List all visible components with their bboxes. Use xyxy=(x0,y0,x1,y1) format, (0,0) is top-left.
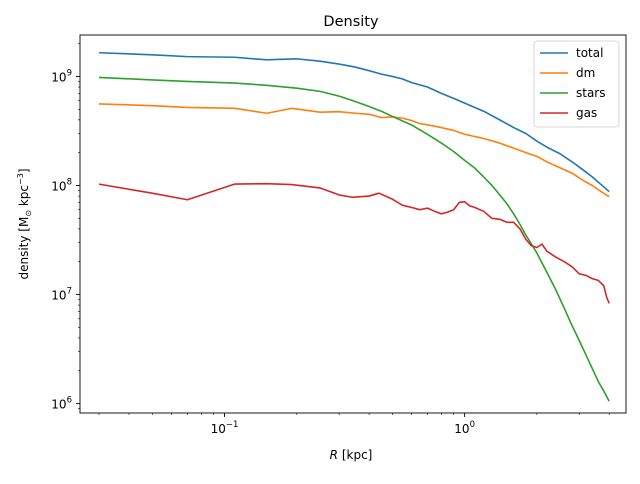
y-axis-label-exponent: −3 xyxy=(16,173,25,185)
y-axis-label-sun-symbol: ⊙ xyxy=(24,210,33,217)
y-tick-label-exponent: 6 xyxy=(67,396,72,406)
legend-label-dm: dm xyxy=(576,66,595,80)
plot-area xyxy=(79,34,627,414)
y-tick-label-exponent: 9 xyxy=(67,68,72,78)
x-tick-label-base: 10 xyxy=(454,422,469,436)
x-axis: 10−1 100 xyxy=(98,413,610,436)
series-lines xyxy=(98,51,610,402)
y-tick-label-exponent: 8 xyxy=(67,178,72,188)
y-axis-label-part: density [M xyxy=(17,217,31,280)
y-tick-label: 108 xyxy=(51,178,72,194)
y-axis-label: density [M⊙ kpc−3] xyxy=(16,168,33,279)
x-axis-label-unit: [kpc] xyxy=(338,448,372,462)
axes-frame xyxy=(79,34,627,414)
y-tick-label-exponent: 7 xyxy=(67,287,72,297)
x-tick-label-exponent: −1 xyxy=(226,420,239,430)
legend-label-gas: gas xyxy=(576,106,597,120)
legend-box xyxy=(533,40,620,128)
series-line-gas xyxy=(98,182,610,304)
y-axis-label-part: kpc xyxy=(17,185,31,210)
x-tick-label: 100 xyxy=(454,420,475,436)
y-tick-label-base: 10 xyxy=(51,289,66,303)
series-line-dm xyxy=(98,103,610,198)
y-tick-label: 109 xyxy=(51,68,72,84)
x-axis-label: R [kpc] xyxy=(330,448,373,462)
chart-title: Density xyxy=(323,14,379,30)
x-tick-label: 10−1 xyxy=(211,420,239,436)
y-tick-label-base: 10 xyxy=(51,180,66,194)
series-line-total xyxy=(98,51,610,193)
series-line-stars xyxy=(98,76,610,402)
x-tick-label-base: 10 xyxy=(211,422,226,436)
x-axis-label-symbol: R xyxy=(330,448,338,462)
y-tick-label-base: 10 xyxy=(51,398,66,412)
y-tick-label: 106 xyxy=(51,396,72,412)
legend-label-total: total xyxy=(576,46,603,60)
legend: total dm stars gas xyxy=(533,40,620,128)
x-tick-label-exponent: 0 xyxy=(470,420,475,430)
legend-label-stars: stars xyxy=(576,86,606,100)
y-tick-label: 107 xyxy=(51,287,72,303)
y-tick-label-base: 10 xyxy=(51,70,66,84)
y-axis-label-part: ] xyxy=(17,168,31,173)
